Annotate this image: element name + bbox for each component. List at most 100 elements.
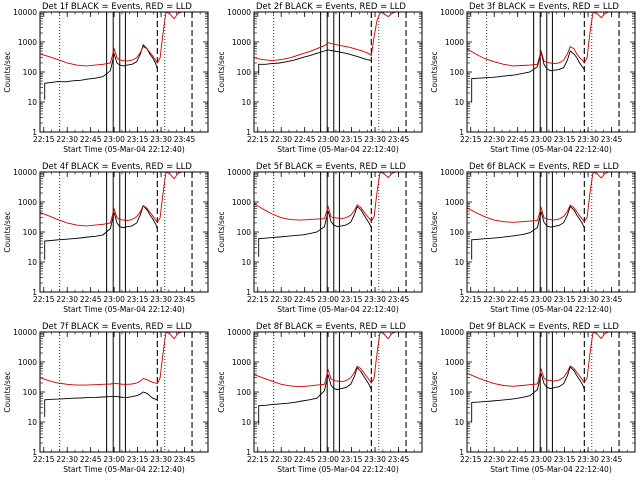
y-tick-label: 100 (23, 388, 38, 397)
y-tick-label: 10000 (227, 328, 251, 337)
x-tick-label: 22:45 (80, 135, 102, 144)
y-tick-label: 1 (32, 128, 37, 137)
x-tick-label: 23:30 (577, 295, 599, 304)
series-line-events (44, 204, 158, 260)
x-tick-label: 23:00 (317, 455, 339, 464)
series-line-lld (467, 332, 635, 387)
y-tick-label: 100 (450, 388, 465, 397)
x-tick-label: 23:30 (150, 295, 172, 304)
panel-title-2: Det 2f BLACK = Events, RED = LLD (256, 2, 406, 12)
y-tick-label: 1000 (445, 38, 464, 47)
series-line-events (258, 49, 372, 75)
plot-frame (39, 171, 209, 293)
y-tick-label: 100 (237, 228, 252, 237)
x-tick-label: 23:15 (341, 295, 363, 304)
x-tick-label: 22:15 (460, 135, 482, 144)
y-axis-label: Counts/sec (430, 211, 439, 252)
y-tick-label: 10000 (13, 8, 37, 17)
x-tick-label: 23:00 (530, 135, 552, 144)
x-tick-label: 23:15 (127, 135, 149, 144)
x-tick-label: 23:30 (150, 135, 172, 144)
x-tick-label: 23:30 (577, 455, 599, 464)
plot-frame (253, 11, 423, 133)
series-line-lld (254, 172, 422, 222)
x-tick-label: 22:15 (33, 455, 55, 464)
y-tick-label: 100 (450, 68, 465, 77)
x-tick-label: 23:45 (174, 455, 196, 464)
y-tick-label: 100 (450, 228, 465, 237)
y-tick-label: 10 (241, 418, 251, 427)
x-tick-label: 23:15 (554, 135, 576, 144)
x-tick-label: 23:00 (103, 295, 125, 304)
x-tick-label: 23:00 (317, 295, 339, 304)
series-line-events (258, 366, 372, 425)
y-axis-label: Counts/sec (3, 371, 12, 412)
x-axis-label: Start Time (05-Mar-04 22:12:40) (277, 305, 399, 314)
x-tick-label: 22:45 (507, 135, 529, 144)
y-tick-label: 1 (32, 288, 37, 297)
y-tick-label: 1 (246, 128, 251, 137)
x-tick-label: 23:45 (388, 455, 410, 464)
series-line-events (471, 205, 585, 260)
y-tick-label: 1 (32, 448, 37, 457)
x-axis-label: Start Time (05-Mar-04 22:12:40) (490, 465, 612, 474)
x-tick-label: 22:30 (270, 295, 292, 304)
x-tick-label: 23:30 (364, 295, 386, 304)
x-tick-label: 22:45 (294, 455, 316, 464)
y-tick-label: 100 (237, 388, 252, 397)
x-tick-label: 22:30 (56, 135, 78, 144)
y-tick-label: 10 (454, 98, 464, 107)
panel-title-8: Det 8f BLACK = Events, RED = LLD (256, 322, 406, 332)
series-line-events (44, 391, 158, 417)
y-tick-label: 10000 (227, 8, 251, 17)
y-tick-label: 1000 (232, 38, 251, 47)
y-axis-label: Counts/sec (430, 51, 439, 92)
x-axis-label: Start Time (05-Mar-04 22:12:40) (277, 145, 399, 154)
series-line-lld (40, 332, 208, 386)
panel-det-5: Det 5f BLACK = Events, RED = LLD 1 10 100 10… (217, 162, 423, 314)
x-tick-label: 23:00 (317, 135, 339, 144)
y-tick-label: 10000 (440, 8, 464, 17)
y-tick-label: 10 (27, 418, 37, 427)
plot-frame (39, 331, 209, 453)
x-axis-label: Start Time (05-Mar-04 22:12:40) (490, 145, 612, 154)
series-line-lld (254, 12, 422, 62)
y-axis-label: Counts/sec (217, 211, 226, 252)
y-tick-label: 100 (23, 68, 38, 77)
x-tick-label: 22:45 (294, 295, 316, 304)
x-tick-label: 23:45 (601, 455, 623, 464)
x-tick-label: 23:15 (554, 455, 576, 464)
series-line-lld (40, 172, 208, 227)
x-axis-label: Start Time (05-Mar-04 22:12:40) (63, 465, 185, 474)
panel-det-6: Det 6f BLACK = Events, RED = LLD 1 10 100 10… (430, 162, 636, 314)
panel-det-9: Det 9f BLACK = Events, RED = LLD 1 10 100 10… (430, 322, 636, 474)
x-tick-label: 22:15 (247, 455, 269, 464)
y-tick-label: 1000 (18, 198, 37, 207)
panel-title-1: Det 1f BLACK = Events, RED = LLD (42, 2, 192, 12)
x-axis-label: Start Time (05-Mar-04 22:12:40) (63, 145, 185, 154)
y-tick-label: 1000 (18, 38, 37, 47)
x-tick-label: 22:45 (80, 295, 102, 304)
y-tick-label: 1000 (232, 198, 251, 207)
x-tick-label: 23:00 (530, 295, 552, 304)
y-tick-label: 10000 (440, 328, 464, 337)
x-tick-label: 23:45 (601, 295, 623, 304)
y-tick-label: 1000 (18, 358, 37, 367)
x-tick-label: 22:15 (33, 135, 55, 144)
x-tick-label: 23:15 (127, 295, 149, 304)
panel-title-7: Det 7f BLACK = Events, RED = LLD (42, 322, 192, 332)
x-tick-label: 22:15 (247, 295, 269, 304)
series-line-events (258, 205, 372, 257)
plot-frame (466, 11, 636, 133)
y-tick-label: 1 (459, 128, 464, 137)
series-line-lld (254, 332, 422, 388)
panel-det-7: Det 7f BLACK = Events, RED = LLD 1 10 100 10… (3, 322, 209, 474)
series-line-lld (467, 172, 635, 223)
x-tick-label: 23:15 (341, 135, 363, 144)
y-axis-label: Counts/sec (3, 211, 12, 252)
x-tick-label: 22:45 (80, 455, 102, 464)
x-tick-label: 23:30 (150, 455, 172, 464)
y-tick-label: 1 (459, 288, 464, 297)
x-tick-label: 23:15 (127, 455, 149, 464)
x-tick-label: 22:30 (270, 455, 292, 464)
